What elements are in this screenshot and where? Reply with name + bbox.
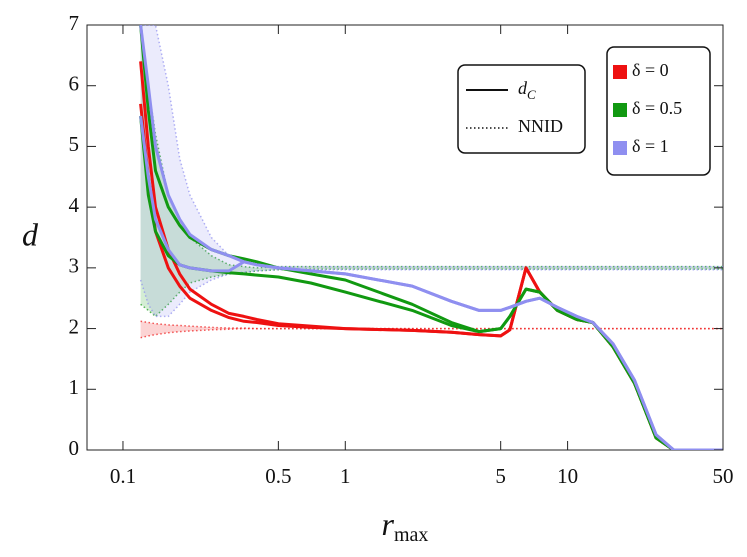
x-tick-label: 0.1	[110, 464, 136, 488]
nnid-band	[140, 321, 723, 338]
y-tick-label: 5	[69, 132, 80, 156]
y-tick-label: 7	[69, 11, 80, 35]
nnid-line	[140, 327, 723, 339]
nnid-line	[140, 320, 723, 330]
legend-label: δ = 0.5	[632, 98, 682, 118]
legend-swatch	[613, 141, 627, 155]
dc-line	[139, 115, 723, 450]
nnid-line	[140, 25, 723, 268]
y-tick-label: 4	[69, 193, 80, 217]
legend-label-sub: C	[527, 87, 536, 102]
legend-label: δ = 0	[632, 60, 669, 80]
plot-frame	[86, 24, 724, 451]
x-tick-label: 1	[340, 464, 351, 488]
legend-label-main: d	[518, 78, 528, 98]
x-tick-label: 10	[557, 464, 578, 488]
color-legend	[606, 46, 711, 176]
legend-swatch	[613, 103, 627, 117]
legend-label-main: NNID	[518, 116, 563, 136]
x-label-main: r	[382, 506, 395, 542]
y-axis-label: d	[22, 216, 39, 252]
legend-label: δ = 1	[632, 136, 669, 156]
legend-label: dC	[518, 78, 536, 102]
y-tick-label: 6	[69, 72, 80, 96]
plot-area	[139, 25, 723, 450]
x-tick-label: 0.5	[265, 464, 291, 488]
y-tick-label: 1	[69, 375, 80, 399]
y-tick-label: 3	[69, 254, 80, 278]
x-tick-label: 5	[495, 464, 506, 488]
y-tick-label: 2	[69, 314, 80, 338]
legend-label: NNID	[518, 116, 563, 136]
legend-swatch	[613, 65, 627, 79]
y-tick-label: 0	[69, 436, 80, 460]
style-legend	[457, 64, 586, 154]
x-label-sub: max	[394, 524, 428, 546]
x-axis-label: rmax	[382, 506, 429, 545]
x-tick-label: 50	[713, 464, 734, 488]
